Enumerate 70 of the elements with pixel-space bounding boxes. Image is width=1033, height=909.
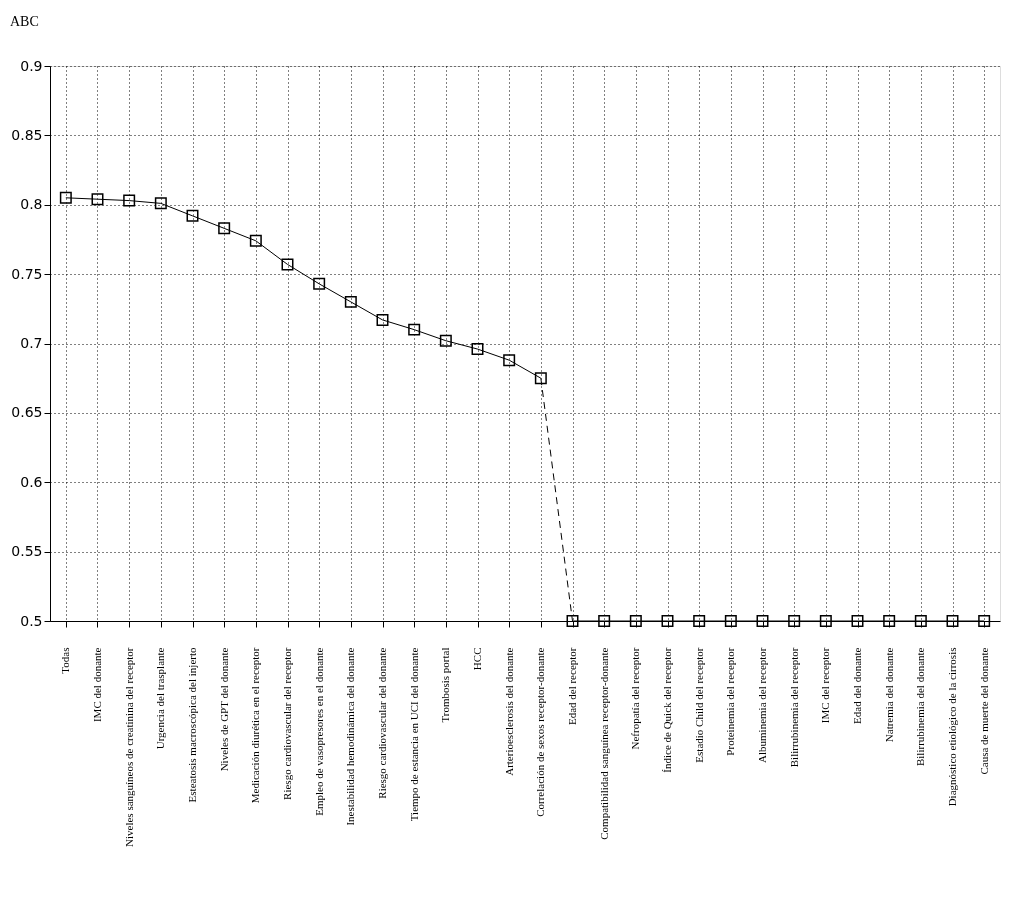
x-tick-label: Esteatosis macroscópica del injerto: [186, 647, 198, 803]
y-tick-label: 0.6: [20, 473, 43, 490]
x-tick-label: Edad del donante: [851, 647, 863, 724]
x-tick-label: Urgencia del trasplante: [154, 647, 167, 750]
x-tick-label: Diagnóstico etiológico de la cirrosis: [946, 647, 958, 807]
x-tick-label: Albuminemia del receptor: [756, 647, 768, 763]
point: [978, 615, 991, 627]
point: [851, 615, 864, 627]
point: [724, 615, 737, 627]
x-tick-label: Nefropatía del receptor: [629, 647, 642, 750]
point: [154, 197, 167, 210]
x-tick-label: Riesgo cardiovascular del receptor: [281, 647, 293, 800]
chart-title: ABC: [10, 14, 39, 29]
y-tick-label: 0.9: [20, 57, 43, 74]
x-tick-label: Causa de muerte del donante: [977, 647, 990, 775]
x-tick-label: Estadio Child del receptor: [692, 647, 705, 763]
x-tick-label: Proteinemia del receptor: [724, 647, 737, 756]
x-tick-label: Edad del receptor: [566, 647, 578, 726]
point: [218, 222, 231, 235]
point: [629, 615, 642, 627]
y-tick-label: 0.55: [11, 543, 43, 560]
x-tick-label: Correlación de sexos receptor-donante: [534, 647, 547, 817]
point: [693, 615, 706, 627]
x-tick-label: Empleo de vasopresores en el donante: [312, 647, 325, 816]
point: [883, 615, 896, 627]
point: [313, 277, 326, 290]
x-tick-label: Riesgo cardiovascular del donante: [376, 647, 388, 799]
x-tick-label: Natremia del donante: [882, 647, 895, 743]
x-tick-label: Niveles sanguíneos de creatinina del receptor: [122, 647, 135, 847]
point: [91, 193, 104, 206]
point: [123, 194, 136, 207]
point: [281, 258, 294, 271]
point: [439, 334, 452, 347]
point: [598, 615, 611, 627]
point: [756, 615, 769, 627]
point: [344, 295, 357, 308]
y-tick-label: 0.5: [20, 612, 43, 629]
point: [819, 615, 832, 627]
point: [186, 209, 199, 222]
x-tick-label: Compatibilidad sanguínea receptor-donante: [597, 647, 610, 840]
point: [914, 615, 927, 627]
point: [408, 323, 421, 336]
point: [946, 615, 959, 627]
point: [471, 343, 484, 356]
x-tick-label: Trombosis portal: [439, 647, 452, 723]
x-tick-label: HCC: [471, 647, 483, 671]
point: [59, 191, 72, 204]
x-tick-label: Arterioesclerosis del donante: [502, 647, 515, 776]
x-tick-label: Todas: [59, 647, 72, 674]
x-tick-label: Bilirrubinemia del receptor: [787, 647, 800, 768]
x-tick-label: Medicación diurética en el receptor: [249, 647, 262, 804]
point: [376, 313, 389, 326]
point: [534, 372, 547, 385]
point: [249, 234, 262, 247]
y-tick-label: 0.7: [20, 335, 43, 351]
x-tick-label: Inestabilidad hemodinámica del donante: [344, 647, 357, 826]
x-tick-label: Tiempo de estancia en UCI del donante: [407, 647, 420, 822]
y-tick-label: 0.8: [20, 196, 43, 213]
x-tick-label: Bilirrubinemia del donante: [914, 647, 927, 767]
y-tick-label: 0.65: [11, 404, 43, 421]
x-tick-label: Índice de Quick del receptor: [661, 647, 673, 773]
x-tick-label: Niveles de GPT del donante: [217, 647, 230, 772]
y-tick-label: 0.85: [11, 126, 43, 143]
x-tick-label: IMC del receptor: [819, 647, 832, 724]
y-tick-label: 0.75: [11, 265, 43, 282]
x-tick-label: IMC del donante: [91, 647, 103, 723]
point: [566, 615, 579, 627]
point: [661, 615, 674, 627]
point: [503, 354, 516, 367]
point: [788, 615, 801, 627]
